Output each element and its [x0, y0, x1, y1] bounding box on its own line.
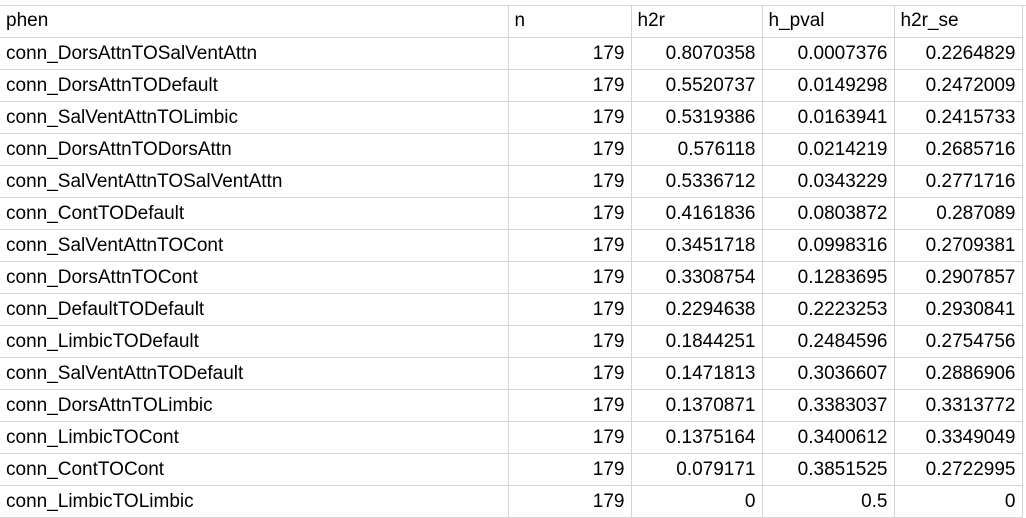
cell-n[interactable]: 179: [508, 485, 632, 518]
cell-phen[interactable]: conn_DorsAttnTODorsAttn: [0, 133, 509, 166]
cell-phen[interactable]: conn_LimbicTOCont: [0, 421, 509, 454]
cell-h-pval[interactable]: 0.0149298: [762, 69, 895, 102]
cell-h2r-se[interactable]: 0.2771716: [894, 165, 1023, 198]
table-row: conn_DorsAttnTOCont 179 0.3308754 0.1283695…: [0, 261, 1023, 294]
cell-h-pval[interactable]: 0.2484596: [762, 325, 895, 358]
cell-n[interactable]: 179: [508, 197, 632, 230]
cell-h-pval[interactable]: 0.3383037: [762, 389, 895, 422]
cell-h2r-se[interactable]: 0.2930841: [894, 293, 1023, 326]
cell-n[interactable]: 179: [508, 261, 632, 294]
cell-n[interactable]: 179: [508, 229, 632, 262]
cell-h2r[interactable]: 0.3308754: [631, 261, 763, 294]
cell-phen[interactable]: conn_ContTOCont: [0, 453, 509, 486]
cell-h-pval[interactable]: 0.0007376: [762, 37, 895, 70]
cell-h2r-se[interactable]: 0.2886906: [894, 357, 1023, 390]
cell-h-pval[interactable]: 0.0163941: [762, 101, 895, 134]
cell-h2r[interactable]: 0.3451718: [631, 229, 763, 262]
cell-h2r-se[interactable]: 0.3313772: [894, 389, 1023, 422]
cell-h-pval[interactable]: 0.2223253: [762, 293, 895, 326]
table-row: conn_SalVentAttnTOLimbic 179 0.5319386 0.01…: [0, 101, 1023, 134]
cell-h-pval[interactable]: 0.0214219: [762, 133, 895, 166]
cell-h-pval[interactable]: 0.3036607: [762, 357, 895, 390]
cell-h-pval[interactable]: 0.0803872: [762, 197, 895, 230]
cell-h2r[interactable]: 0.1844251: [631, 325, 763, 358]
cell-h2r[interactable]: 0.1375164: [631, 421, 763, 454]
table-row: conn_ContTOCont 179 0.079171 0.3851525 0.272…: [0, 453, 1023, 486]
cell-phen[interactable]: conn_SalVentAttnTOLimbic: [0, 101, 509, 134]
cell-h2r[interactable]: 0.5520737: [631, 69, 763, 102]
table-row: conn_DorsAttnTODefault 179 0.5520737 0.0149…: [0, 69, 1023, 102]
table-row: conn_DorsAttnTOLimbic 179 0.1370871 0.33830…: [0, 389, 1023, 422]
table-row: conn_SalVentAttnTOSalVentAttn 179 0.533671…: [0, 165, 1023, 198]
cell-n[interactable]: 179: [508, 357, 632, 390]
cell-n[interactable]: 179: [508, 293, 632, 326]
cell-h2r[interactable]: 0.079171: [631, 453, 763, 486]
cell-h2r[interactable]: 0.8070358: [631, 37, 763, 70]
cell-n[interactable]: 179: [508, 421, 632, 454]
cell-n[interactable]: 179: [508, 165, 632, 198]
header-cell-phen[interactable]: phen: [0, 5, 509, 38]
table-row: conn_DefaultTODefault 179 0.2294638 0.22232…: [0, 293, 1023, 326]
cell-phen[interactable]: conn_DorsAttnTODefault: [0, 69, 509, 102]
cell-h2r-se[interactable]: 0.2907857: [894, 261, 1023, 294]
cell-h2r-se[interactable]: 0.2754756: [894, 325, 1023, 358]
table-row: conn_SalVentAttnTOCont 179 0.3451718 0.0998…: [0, 229, 1023, 262]
cell-h-pval[interactable]: 0.3400612: [762, 421, 895, 454]
cell-h-pval[interactable]: 0.5: [762, 485, 895, 518]
table-row: conn_ContTODefault 179 0.4161836 0.0803872 0…: [0, 197, 1023, 230]
cell-h2r[interactable]: 0.1370871: [631, 389, 763, 422]
cell-h2r[interactable]: 0.1471813: [631, 357, 763, 390]
cell-phen[interactable]: conn_SalVentAttnTOCont: [0, 229, 509, 262]
cell-phen[interactable]: conn_LimbicTOLimbic: [0, 485, 509, 518]
table-row: conn_LimbicTODefault 179 0.1844251 0.248459…: [0, 325, 1023, 358]
cell-phen[interactable]: conn_SalVentAttnTODefault: [0, 357, 509, 390]
cell-n[interactable]: 179: [508, 37, 632, 70]
cell-h2r-se[interactable]: 0.2472009: [894, 69, 1023, 102]
cell-n[interactable]: 179: [508, 453, 632, 486]
cell-h2r-se[interactable]: 0.2264829: [894, 37, 1023, 70]
cell-phen[interactable]: conn_LimbicTODefault: [0, 325, 509, 358]
cell-h2r[interactable]: 0.2294638: [631, 293, 763, 326]
table-row: conn_SalVentAttnTODefault 179 0.1471813 0.3…: [0, 357, 1023, 390]
cell-h2r[interactable]: 0: [631, 485, 763, 518]
table-row: conn_LimbicTOLimbic 179 0 0.5 0: [0, 485, 1023, 518]
cell-h2r-se[interactable]: 0.2722995: [894, 453, 1023, 486]
cell-h2r[interactable]: 0.5319386: [631, 101, 763, 134]
header-cell-n[interactable]: n: [508, 5, 632, 38]
cell-h2r-se[interactable]: 0.2709381: [894, 229, 1023, 262]
cell-h-pval[interactable]: 0.0998316: [762, 229, 895, 262]
cell-h2r[interactable]: 0.5336712: [631, 165, 763, 198]
table-row: conn_DorsAttnTODorsAttn 179 0.576118 0.0214…: [0, 133, 1023, 166]
cell-phen[interactable]: conn_ContTODefault: [0, 197, 509, 230]
cell-n[interactable]: 179: [508, 389, 632, 422]
data-table: phen n h2r h_pval h2r_se conn_DorsAttnTOSalVe…: [0, 5, 1023, 518]
cell-h2r-se[interactable]: 0: [894, 485, 1023, 518]
table-row: conn_DorsAttnTOSalVentAttn 179 0.8070358 0.…: [0, 37, 1023, 70]
cell-phen[interactable]: conn_SalVentAttnTOSalVentAttn: [0, 165, 509, 198]
cell-phen[interactable]: conn_DorsAttnTOCont: [0, 261, 509, 294]
cell-h2r[interactable]: 0.4161836: [631, 197, 763, 230]
cell-n[interactable]: 179: [508, 325, 632, 358]
cell-phen[interactable]: conn_DorsAttnTOSalVentAttn: [0, 37, 509, 70]
cell-h2r-se[interactable]: 0.287089: [894, 197, 1023, 230]
cell-n[interactable]: 179: [508, 133, 632, 166]
cell-h2r[interactable]: 0.576118: [631, 133, 763, 166]
cell-h-pval[interactable]: 0.0343229: [762, 165, 895, 198]
cell-h-pval[interactable]: 0.3851525: [762, 453, 895, 486]
header-cell-h2r[interactable]: h2r: [631, 5, 763, 38]
cell-n[interactable]: 179: [508, 101, 632, 134]
table-row: conn_LimbicTOCont 179 0.1375164 0.3400612 0.…: [0, 421, 1023, 454]
cell-phen[interactable]: conn_DefaultTODefault: [0, 293, 509, 326]
cell-phen[interactable]: conn_DorsAttnTOLimbic: [0, 389, 509, 422]
cell-h2r-se[interactable]: 0.2415733: [894, 101, 1023, 134]
cell-h-pval[interactable]: 0.1283695: [762, 261, 895, 294]
cell-n[interactable]: 179: [508, 69, 632, 102]
header-cell-h2r-se[interactable]: h2r_se: [894, 5, 1023, 38]
cell-h2r-se[interactable]: 0.2685716: [894, 133, 1023, 166]
table-header-row: phen n h2r h_pval h2r_se: [0, 5, 1023, 38]
header-cell-h-pval[interactable]: h_pval: [762, 5, 895, 38]
cell-h2r-se[interactable]: 0.3349049: [894, 421, 1023, 454]
